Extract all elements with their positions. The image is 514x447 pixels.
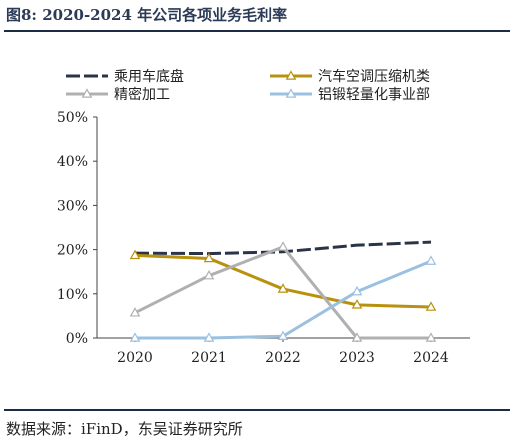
- data-point-marker: [277, 330, 289, 340]
- data-point-marker: [425, 255, 437, 265]
- x-tick-label: 2020: [117, 350, 153, 366]
- data-point-marker: [351, 299, 363, 309]
- x-tick-label: 2024: [413, 350, 449, 366]
- y-tick-label: 40%: [57, 154, 88, 170]
- x-tick-label: 2023: [339, 350, 375, 366]
- series-精密加工: [129, 241, 437, 342]
- chart-axes: 0% 10% 20% 30% 40% 50% 2020 2021 2022 2023 2024: [57, 110, 470, 366]
- data-point-marker: [129, 249, 141, 260]
- series-line-铝锻轻量化事业部: [133, 259, 433, 340]
- x-tick-label: 2022: [265, 350, 301, 366]
- legend-marker: [285, 70, 297, 80]
- legend-item-精密加工: 精密加工: [66, 86, 170, 103]
- series-铝锻轻量化事业部: [129, 255, 437, 342]
- series-汽车空调压缩机类: [129, 249, 437, 311]
- y-tick-label: 10%: [57, 287, 88, 303]
- data-point-marker: [351, 285, 363, 296]
- y-tick-label: 30%: [57, 198, 88, 214]
- legend-label: 汽车空调压缩机类: [318, 68, 430, 85]
- data-source-note: 数据来源：iFinD，东吴证券研究所: [6, 420, 243, 438]
- data-point-marker: [203, 332, 215, 342]
- data-point-marker: [277, 241, 289, 251]
- legend-label: 铝锻轻量化事业部: [318, 87, 430, 103]
- data-point-marker: [425, 332, 437, 342]
- data-point-marker: [129, 332, 141, 342]
- legend-item-铝锻轻量化事业部: 铝锻轻量化事业部: [270, 87, 430, 103]
- series-乘用车底盘: [134, 240, 432, 256]
- legend-marker: [81, 88, 93, 98]
- data-point-marker: [203, 252, 215, 263]
- x-tick-label: 2021: [191, 350, 227, 366]
- y-tick-label: 50%: [57, 110, 88, 126]
- data-point-marker: [129, 307, 141, 317]
- data-point-marker: [277, 283, 289, 293]
- legend-label: 乘用车底盘: [114, 68, 184, 85]
- series-line-乘用车底盘: [134, 240, 432, 256]
- legend-item-乘用车底盘: 乘用车底盘: [66, 68, 184, 85]
- figure-title: 图8: 2020-2024 年公司各项业务毛利率: [6, 6, 288, 24]
- data-point-marker: [351, 332, 363, 342]
- legend-item-汽车空调压缩机类: 汽车空调压缩机类: [270, 68, 430, 85]
- legend-marker: [285, 88, 297, 98]
- bottom-rule: [4, 409, 510, 411]
- data-point-marker: [203, 269, 215, 280]
- y-tick-label: 0%: [66, 331, 88, 347]
- legend-label: 精密加工: [114, 86, 170, 103]
- top-rule: [4, 30, 510, 32]
- data-point-marker: [425, 301, 437, 311]
- series-line-汽车空调压缩机类: [133, 253, 433, 309]
- chart-plot-area: [129, 240, 437, 342]
- y-tick-label: 20%: [57, 243, 88, 259]
